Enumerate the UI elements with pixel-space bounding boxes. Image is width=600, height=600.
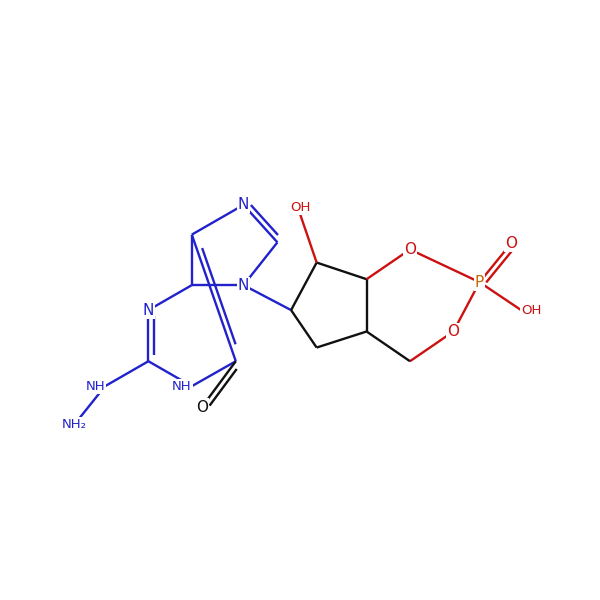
Text: N: N [143, 302, 154, 317]
Text: NH₂: NH₂ [62, 418, 86, 431]
Text: N: N [238, 278, 249, 293]
Text: NH: NH [85, 380, 105, 392]
Text: OH: OH [290, 201, 310, 214]
Text: O: O [196, 400, 208, 415]
Text: N: N [238, 197, 249, 212]
Text: OH: OH [521, 304, 542, 317]
Text: O: O [505, 236, 517, 251]
Text: P: P [475, 275, 484, 290]
Text: O: O [448, 324, 460, 339]
Text: NH: NH [172, 380, 192, 392]
Text: O: O [404, 242, 416, 257]
